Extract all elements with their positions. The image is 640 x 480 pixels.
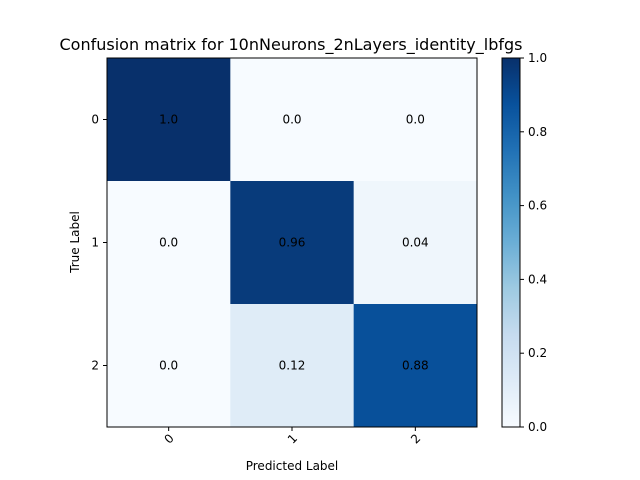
chart-title: Confusion matrix for 10nNeurons_2nLayers… [60, 35, 523, 55]
colorbar [501, 57, 521, 428]
cell-value-label: 0.96 [279, 236, 306, 250]
cell-value-label: 1.0 [159, 113, 178, 127]
heatmap-cell-r0-c0 [107, 58, 231, 182]
heatmap-cell-r1-c1 [230, 181, 355, 305]
x-axis-label: Predicted Label [246, 459, 339, 473]
heatmap-cell-r1-c2 [353, 181, 478, 305]
cell-value-label: 0.12 [279, 359, 306, 373]
heatmap-cell-r2-c0 [107, 304, 231, 428]
heatmap-cell-labels: 1.0 0.0 0.0 0.0 0.96 0.04 0.0 0.12 0.88 [159, 113, 429, 373]
colorbar-tick-label: 1.0 [528, 51, 547, 65]
y-tick-label: 2 [91, 359, 99, 373]
colorbar-ticks: 0.0 0.2 0.4 0.6 0.8 1.0 [520, 51, 547, 434]
x-tick-label: 1 [285, 431, 300, 446]
colorbar-tick-label: 0.0 [528, 420, 547, 434]
colorbar-tick-label: 0.8 [528, 125, 547, 139]
colorbar-tick-label: 0.2 [528, 346, 547, 360]
cell-value-label: 0.0 [406, 113, 425, 127]
heatmap-cell-r0-c1 [230, 58, 355, 182]
y-tick-label: 0 [91, 113, 99, 127]
heatmap-cell-r0-c2 [353, 58, 478, 182]
cell-value-label: 0.0 [282, 113, 301, 127]
x-tick-label: 2 [408, 431, 423, 446]
heatmap-cells [107, 58, 478, 428]
colorbar-tick-label: 0.4 [528, 272, 547, 286]
cell-value-label: 0.0 [159, 359, 178, 373]
cell-value-label: 0.88 [402, 359, 429, 373]
heatmap-cell-r1-c0 [107, 181, 231, 305]
heatmap-cell-r2-c2 [353, 304, 478, 428]
colorbar-tick-label: 0.6 [528, 199, 547, 213]
heatmap-cell-r2-c1 [230, 304, 355, 428]
cell-value-label: 0.04 [402, 236, 429, 250]
x-tick-label: 0 [161, 431, 176, 446]
y-axis-label: True Label [68, 211, 82, 274]
x-axis-ticks: 0 1 2 [161, 427, 423, 447]
y-tick-label: 1 [91, 236, 99, 250]
cell-value-label: 0.0 [159, 236, 178, 250]
y-axis-ticks: 0 1 2 [91, 113, 107, 373]
